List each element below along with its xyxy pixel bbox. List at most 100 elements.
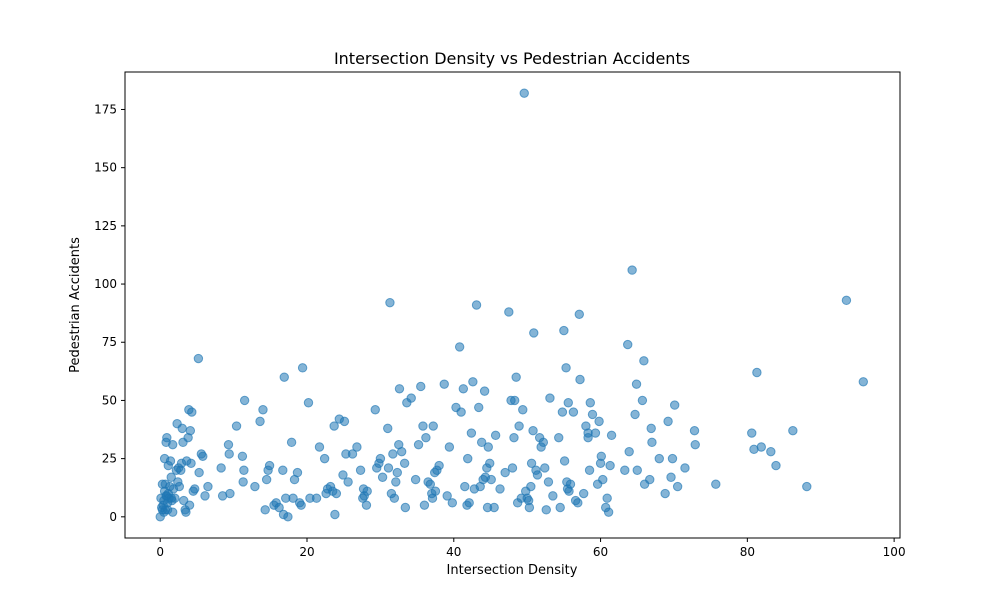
data-point [198,451,208,461]
data-point [594,416,604,427]
data-point [606,430,617,441]
data-point [442,491,452,501]
x-tick-label: 60 [593,545,608,559]
axes-frame [124,71,901,539]
data-point [421,432,431,443]
x-ticks: 0 20 40 60 80 100 [156,538,906,559]
x-tick-label: 40 [446,545,461,559]
data-point [495,484,505,494]
data-point [463,453,473,464]
data-point [526,481,536,492]
data-point [355,465,366,475]
data-point [159,453,170,464]
data-point [338,470,348,480]
data-point [575,374,585,385]
data-point [663,416,673,427]
data-point [203,481,213,492]
data-point [476,437,487,448]
data-point [858,377,868,387]
data-point [456,407,466,417]
data-point [430,486,441,496]
data-point [239,395,250,406]
data-point [416,381,426,392]
y-tick-label: 75 [102,335,117,349]
data-point [543,477,554,487]
data-point [250,481,260,492]
data-point [598,474,608,485]
data-point [166,472,176,482]
data-point [343,477,353,487]
data-point [187,407,197,417]
data-point [194,467,204,478]
data-point [474,402,484,413]
y-ticks: 0 25 50 75 100 125 150 175 [94,102,125,524]
data-point [584,465,595,475]
data-point [260,505,270,515]
data-point [190,484,200,494]
data-point [286,437,297,448]
data-point [279,372,289,382]
data-point [471,300,482,310]
data-point [500,467,510,478]
data-point [288,493,298,503]
data-point [841,295,852,306]
data-point [483,442,493,452]
data-point [157,479,168,489]
data-point [771,460,781,471]
data-point [637,395,648,406]
data-point [331,488,342,499]
data-point [186,458,196,468]
data-point [184,500,195,510]
data-point [518,405,528,415]
data-point [511,372,521,382]
data-point [303,398,314,408]
data-point [555,502,565,513]
data-point [466,428,477,438]
data-point [370,405,380,415]
data-point [630,409,640,420]
data-point [554,432,564,443]
data-point [174,481,185,492]
data-point [766,446,776,457]
data-point [406,393,416,403]
data-point [690,439,700,450]
data-point [524,502,535,513]
data-point [460,481,470,492]
data-point [458,384,469,394]
data-point [177,423,187,434]
data-point [711,479,721,489]
data-point [399,458,410,468]
data-point [541,505,551,515]
data-point [339,416,350,427]
data-point [646,423,656,434]
data-point [680,463,690,473]
data-point [660,488,670,499]
data-point [193,353,204,364]
data-point [200,491,210,501]
data-point [528,425,538,436]
data-point [631,379,642,389]
data-point [468,377,478,387]
data-point [185,425,196,436]
data-point [639,356,649,366]
data-point [162,432,172,443]
data-point [283,512,293,522]
y-tick-label: 175 [94,102,117,116]
data-point [507,463,518,473]
data-point [394,384,405,394]
chart-title: Intersection Density vs Pedestrian Accid… [334,49,690,68]
data-point [330,509,340,520]
data-point [428,421,438,431]
data-point [747,428,757,438]
data-point [352,442,362,452]
data-point [623,339,633,350]
data-point [532,470,543,480]
data-point [485,458,495,468]
data-point [464,498,474,508]
data-point [510,395,520,406]
data-point [383,423,393,434]
data-point [297,363,308,373]
y-tick-label: 125 [94,219,117,233]
data-point [756,442,766,452]
